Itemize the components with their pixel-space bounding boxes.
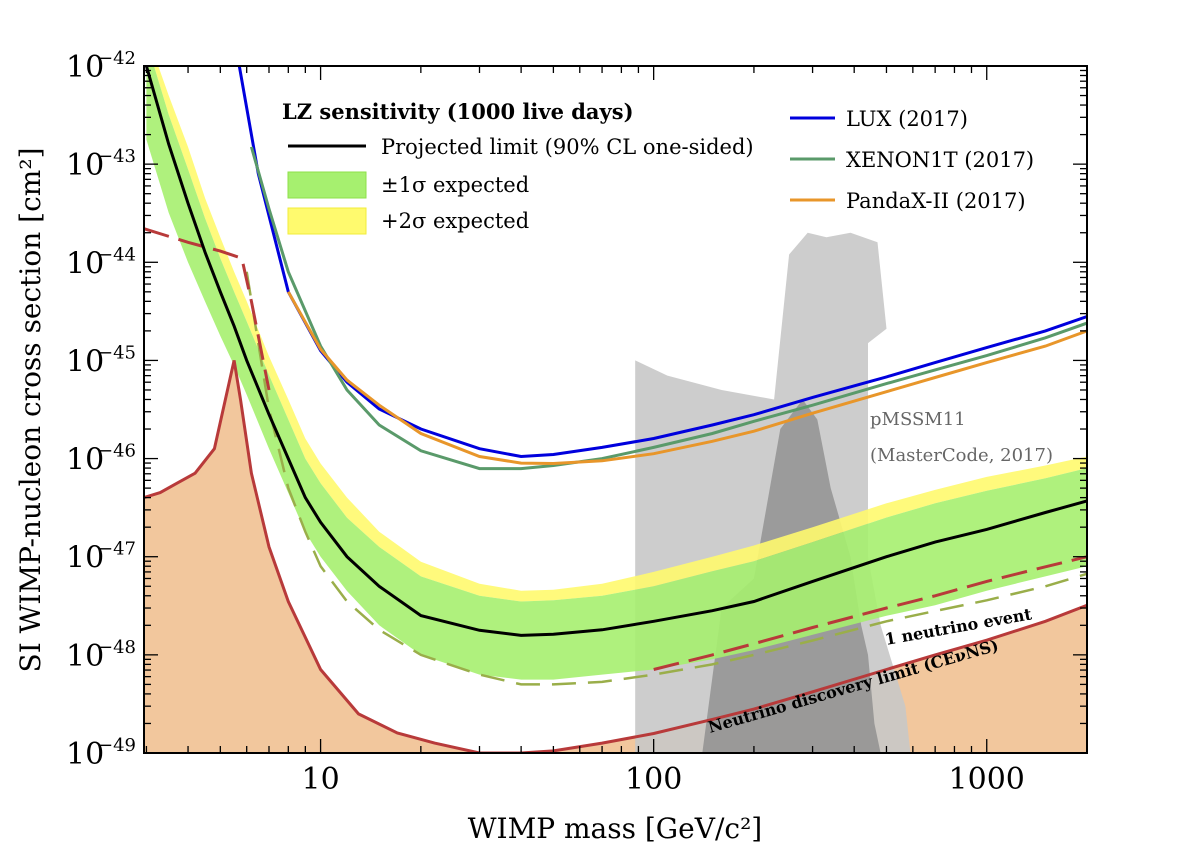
- legend-label-2sigma: +2σ expected: [381, 209, 529, 233]
- y-tick-exponent: −42: [98, 48, 136, 69]
- legend-swatch-1sigma: [287, 171, 367, 199]
- tick-labels: 10 100 100010−4210−4310−4410−4510−4610−471…: [66, 48, 1025, 797]
- lz-projected-limit-curve: [144, 66, 1087, 637]
- legend-label-1sigma: ±1σ expected: [381, 173, 529, 197]
- x-tick-label: 1000: [949, 762, 1025, 797]
- legend-xenon1t-label: XENON1T (2017): [846, 148, 1034, 172]
- y-tick-exponent: −49: [98, 735, 136, 756]
- y-tick-exponent: −45: [98, 342, 136, 363]
- y-tick-label: 10: [66, 737, 104, 772]
- y-tick-exponent: −43: [98, 146, 136, 167]
- y-tick-label: 10: [66, 639, 104, 674]
- y-tick-exponent: −48: [98, 637, 136, 658]
- legend-pandax-label: PandaX-II (2017): [846, 189, 1026, 213]
- neutrino-floor-region: [144, 360, 1087, 753]
- plot-frame: [143, 65, 1088, 754]
- pmssm-label-line1: pMSSM11: [870, 409, 966, 430]
- legend-lux-label: LUX (2017): [846, 107, 968, 131]
- y-tick-exponent: −46: [98, 441, 136, 462]
- x-tick-label: 10: [301, 762, 339, 797]
- legend-swatch-2sigma: [287, 207, 367, 235]
- y-tick-label: 10: [66, 148, 104, 183]
- y-tick-label: 10: [66, 246, 104, 281]
- plot-area: pMSSM11(MasterCode, 2017)1 neutrino even…: [144, 66, 1087, 753]
- neutrino-discovery-curve: [144, 360, 1087, 753]
- y-axis-title: SI WIMP-nucleon cross section [cm²]: [14, 148, 47, 673]
- y-tick-label: 10: [66, 541, 104, 576]
- y-tick-label: 10: [66, 50, 104, 85]
- lz-dashed-curve: [245, 271, 1087, 686]
- legend-label-projected: Projected limit (90% CL one-sided): [381, 135, 754, 159]
- x-axis-title: WIMP mass [GeV/c²]: [468, 812, 762, 845]
- lz-legend-title: LZ sensitivity (1000 live days): [282, 99, 634, 124]
- y-tick-exponent: −47: [98, 539, 136, 560]
- pandax-curve: [286, 291, 1087, 466]
- x-tick-label: 100: [625, 762, 682, 797]
- axes-frame: [143, 65, 1088, 754]
- one-neutrino-high-mass-curve: [653, 555, 1087, 671]
- pmssm-label-line2: (MasterCode, 2017): [870, 445, 1053, 466]
- y-tick-label: 10: [66, 443, 104, 478]
- y-tick-label: 10: [66, 344, 104, 379]
- legend: LZ sensitivity (1000 live days) Projected…: [282, 99, 1034, 235]
- one-neutrino-low-mass-curve: [144, 227, 271, 391]
- y-tick-exponent: −44: [98, 244, 136, 265]
